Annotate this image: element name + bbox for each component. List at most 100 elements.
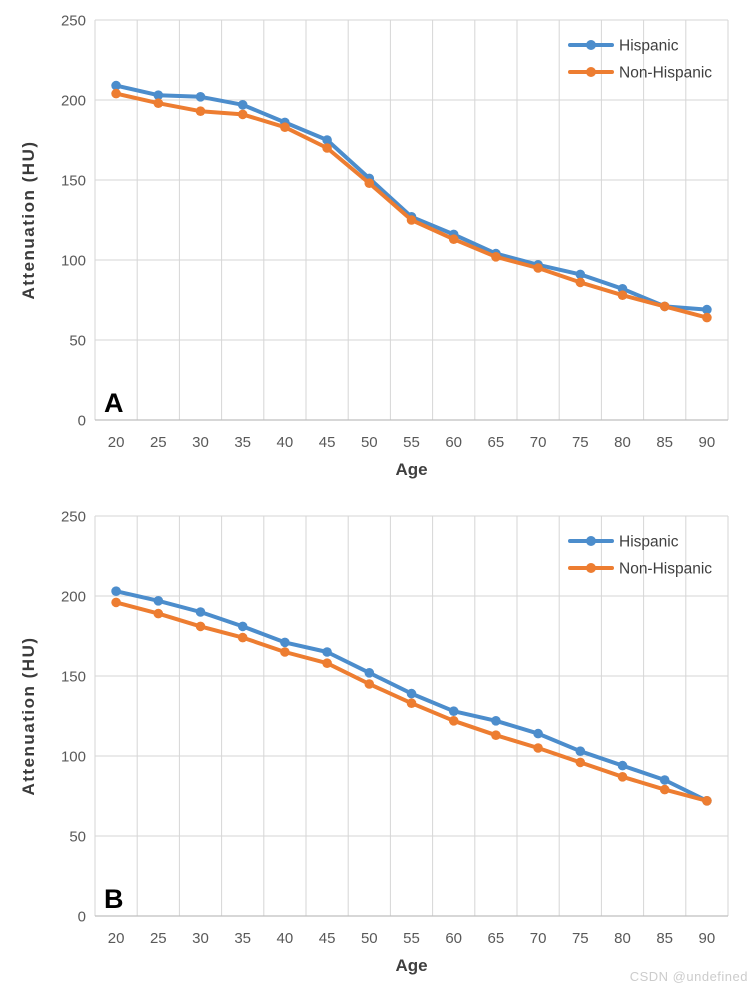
series-hispanic-marker [322,647,332,657]
series-non-hispanic-line [114,91,709,320]
series-hispanic-marker [533,728,543,739]
legend-label-non-hispanic: Non-Hispanic [619,561,712,578]
series-hispanic-marker [659,775,670,785]
series-hispanic-marker [280,637,290,648]
series-non-hispanic-marker [448,234,459,244]
series-non-hispanic-marker [617,290,628,301]
series-non-hispanic-marker [575,277,586,288]
x-tick-label: 35 [234,930,251,947]
gridlines [94,515,729,917]
series-non-hispanic-marker [280,122,290,132]
x-tick-label: 60 [445,434,462,451]
x-tick-label: 70 [530,930,547,947]
y-tick-label: 250 [61,13,86,30]
x-tick-label: 25 [150,434,167,451]
y-tick-label: 50 [69,333,86,350]
gridlines [94,19,729,421]
series-non-hispanic-marker [153,98,164,108]
legend: Hispanic Non-Hispanic [568,38,712,82]
series-non-hispanic-marker [153,608,164,619]
y-tick-label: 250 [61,509,86,526]
x-tick-label: 50 [361,930,378,947]
panel-letter: A [104,388,124,418]
series-non-hispanic-marker [237,109,248,120]
chart-panel-a: 0 50 100 150 200 250 20 25 30 35 40 45 50 55 60 65 70 75 8… [19,13,729,479]
x-tick-label: 85 [656,434,673,451]
legend-label-hispanic: Hispanic [619,38,679,55]
series-non-hispanic-marker [491,730,501,740]
series-non-hispanic-marker [533,263,543,273]
series-hispanic-marker [195,92,206,102]
x-tick-label: 30 [192,930,209,947]
x-tick-label: 60 [445,930,462,947]
series-hispanic-line [114,83,709,312]
series-hispanic-marker [237,100,248,110]
chart-panel-b: 0 50 100 150 200 250 20 25 30 35 40 45 50 55 60 65 70 75 8… [0,496,754,992]
series-non-hispanic-marker [617,772,628,782]
series-non-hispanic-marker [533,743,543,753]
x-tick-label: 70 [530,434,547,451]
legend-item-hispanic: Hispanic [568,38,679,55]
y-axis-title: Attenuation (HU) [19,140,38,299]
x-tick-label: 55 [403,930,420,947]
series-non-hispanic-marker [111,88,121,99]
series-hispanic-marker [322,135,332,145]
series-non-hispanic [111,597,712,806]
series-hispanic-marker [153,596,164,606]
y-tick-label: 200 [61,93,86,110]
legend-marker-non-hispanic-icon [586,563,596,573]
y-tick-label: 0 [78,413,86,430]
y-tick-label: 100 [61,749,86,766]
series-hispanic-marker [448,706,459,716]
series-non-hispanic-marker [448,716,459,726]
series-hispanic-marker [153,90,164,100]
series-non-hispanic-marker [280,647,290,657]
x-tick-label: 75 [572,434,589,451]
x-tick-label: 40 [277,434,294,451]
series-hispanic-marker [406,688,417,699]
x-tick-label: 25 [150,930,167,947]
y-tick-label: 50 [69,829,86,846]
series-hispanic-marker [575,746,586,756]
series-non-hispanic-marker [364,679,375,689]
series-non-hispanic-marker [237,632,248,643]
y-tick-label: 0 [78,909,86,926]
x-tick-label: 65 [488,930,505,947]
legend-marker-hispanic-icon [586,536,596,546]
series-non-hispanic-marker [702,312,712,323]
x-tick-label: 45 [319,434,336,451]
legend: Hispanic Non-Hispanic [568,534,712,578]
x-tick-label: 35 [234,434,251,451]
line-chart-a: 0 50 100 150 200 250 20 25 30 35 40 45 50 55 60 65 70 75 8… [19,13,729,479]
legend-label-non-hispanic: Non-Hispanic [619,65,712,82]
series-hispanic-marker [195,607,206,617]
legend-item-non-hispanic: Non-Hispanic [568,561,712,578]
x-tick-label: 45 [319,930,336,947]
legend-marker-hispanic-icon [586,40,596,50]
series-hispanic-marker [575,269,586,280]
legend-item-hispanic: Hispanic [568,534,679,551]
series-non-hispanic-marker [111,597,121,608]
series-hispanic-marker [111,80,121,91]
panel-letter: B [104,884,124,914]
line-chart-b: 0 50 100 150 200 250 20 25 30 35 40 45 50 55 60 65 70 75 8… [19,509,729,975]
series-hispanic-marker [491,716,501,726]
legend-item-non-hispanic: Non-Hispanic [568,65,712,82]
y-tick-label: 100 [61,253,86,270]
series-hispanic-marker [111,586,121,596]
x-tick-label: 75 [572,930,589,947]
x-tick-label: 50 [361,434,378,451]
x-tick-label: 40 [277,930,294,947]
y-tick-label: 200 [61,589,86,606]
series-hispanic-marker [617,760,628,771]
series-non-hispanic-marker [406,215,417,225]
series-non-hispanic-marker [322,658,332,668]
series-hispanic-marker [364,668,375,678]
x-tick-label: 80 [614,434,631,451]
x-tick-label: 85 [656,930,673,947]
legend-marker-non-hispanic-icon [586,67,596,77]
x-tick-label: 20 [108,434,125,451]
series-non-hispanic-marker [575,757,586,768]
series-non-hispanic-marker [195,106,206,116]
